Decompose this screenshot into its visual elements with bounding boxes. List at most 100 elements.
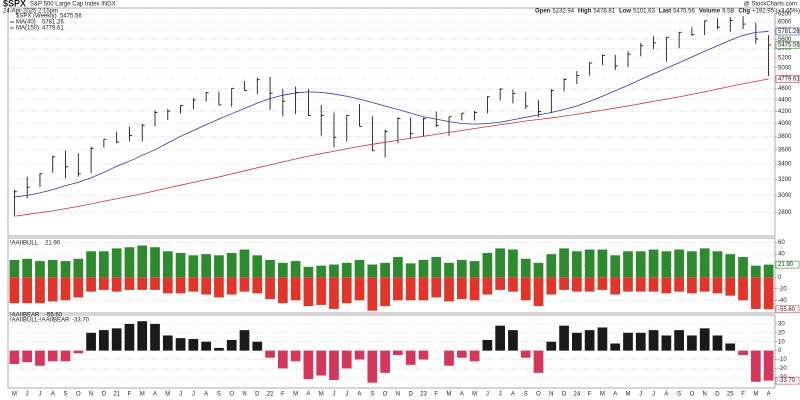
bar <box>239 330 250 351</box>
y-tick-label: 0 <box>778 348 782 354</box>
bar <box>405 263 416 278</box>
quote-value: 5101.63 <box>633 9 655 15</box>
bar <box>188 339 199 351</box>
bar <box>252 277 263 294</box>
bar <box>214 347 224 351</box>
bar <box>341 277 352 304</box>
last-value-box <box>775 376 800 385</box>
x-tick-label: S <box>217 392 221 398</box>
bar <box>584 249 595 278</box>
credit: @ StockCharts.com <box>744 2 797 8</box>
bar <box>635 251 646 278</box>
bar <box>750 350 761 382</box>
y-tick-label: 4000 <box>778 121 792 127</box>
x-tick-label: O <box>229 392 234 398</box>
last-value-label: 5475.56 <box>778 43 800 49</box>
moving-average <box>14 78 769 217</box>
y-tick-label: 3800 <box>778 134 792 140</box>
bar <box>533 277 544 307</box>
bar <box>137 321 148 351</box>
x-tick-label: M <box>600 392 605 398</box>
bar <box>162 251 173 278</box>
bar <box>674 249 684 278</box>
x-tick-label: M <box>472 392 477 398</box>
chart-subtitle: S&P 500 Large Cap Index INDX <box>30 2 116 8</box>
bar <box>214 255 224 278</box>
x-tick-label: 22 <box>267 392 274 398</box>
bar <box>86 251 96 278</box>
bar <box>687 251 697 278</box>
bar <box>47 277 58 302</box>
quote-label: Last <box>659 9 671 15</box>
x-tick-label: J <box>639 392 642 398</box>
bar <box>201 341 211 351</box>
x-tick-label: 23 <box>420 392 427 398</box>
bar <box>150 323 160 351</box>
bar <box>469 277 480 301</box>
bar <box>35 277 45 304</box>
bar <box>699 277 710 292</box>
chart-date: 24-Apr-2025 2:15pm <box>3 9 58 15</box>
bar <box>329 264 339 278</box>
bar <box>290 350 301 362</box>
y-tick-label: 6000 <box>778 20 792 26</box>
last-value-label: 5781.26 <box>778 29 800 35</box>
bar <box>495 248 506 278</box>
y-tick-label: 0 <box>778 275 782 281</box>
bar <box>469 350 480 362</box>
x-tick-label: F <box>281 392 285 398</box>
last-value-label: 21.90 <box>778 262 794 268</box>
y-tick-label: 10 <box>778 339 785 345</box>
quote-value: 5478.81 <box>593 9 615 15</box>
x-tick-label: F <box>741 392 745 398</box>
bar <box>559 325 569 351</box>
bar <box>367 350 378 383</box>
bar <box>508 330 518 351</box>
x-tick-label: 25 <box>727 392 734 398</box>
bar <box>393 257 403 278</box>
bar <box>99 251 109 278</box>
x-tick-label: 21 <box>113 392 120 398</box>
bar <box>303 277 314 307</box>
bar <box>572 277 582 292</box>
bar <box>265 277 275 300</box>
bar <box>725 277 736 296</box>
legend-value: 4779.61 <box>42 26 64 32</box>
bar <box>73 277 84 298</box>
y-tick-label: -10 <box>778 357 787 363</box>
bar <box>175 338 186 351</box>
last-value-label: -55.60 <box>778 307 796 313</box>
quote-label: Low <box>619 9 631 15</box>
bar <box>341 350 352 369</box>
bar <box>418 350 429 360</box>
bar <box>725 343 736 351</box>
bar <box>329 277 339 309</box>
legend-value: 5475.56 <box>60 14 82 20</box>
bar <box>35 350 45 366</box>
bar <box>584 330 595 351</box>
y-tick-label: 5400 <box>778 46 792 52</box>
bar <box>610 277 621 295</box>
bar <box>495 325 506 351</box>
quote-value: 5475.56 <box>673 9 695 15</box>
bar <box>456 277 467 300</box>
legend-name: !AAIIBEAR <box>10 313 40 319</box>
legend-value: 5781.26 <box>42 20 64 26</box>
bar <box>111 248 122 278</box>
y-tick-label: 4600 <box>778 86 792 92</box>
bar <box>712 277 723 294</box>
bar <box>635 277 646 292</box>
bar <box>572 251 582 278</box>
bar <box>712 251 723 278</box>
y-tick-label: 4200 <box>778 109 792 115</box>
bar <box>252 341 263 351</box>
bar <box>738 257 748 278</box>
x-tick-label: J <box>486 392 489 398</box>
quote-label: Open <box>535 9 551 15</box>
bar <box>456 259 467 278</box>
legend-name: MA(150) <box>16 26 39 32</box>
legend-name: !AAIIBULL-!AAIIBEAR <box>10 318 70 324</box>
quote-value: +192.95 (+3.65%) <box>752 9 800 15</box>
x-tick-label: M <box>753 392 758 398</box>
x-tick-label: J <box>179 392 182 398</box>
